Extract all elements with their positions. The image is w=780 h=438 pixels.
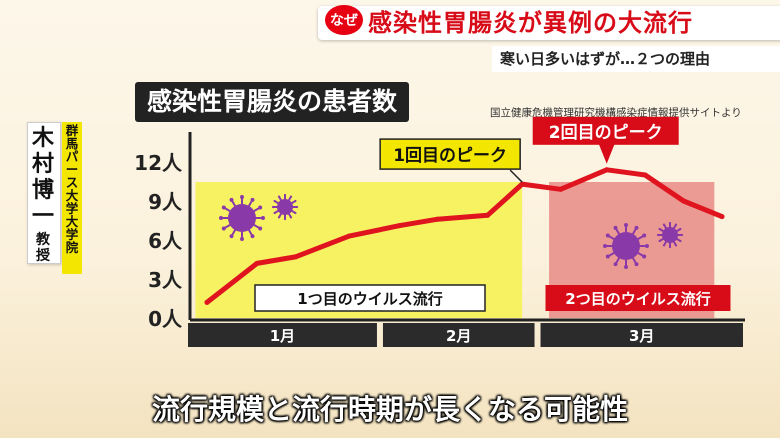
annotation-pointer [598, 143, 615, 164]
subheadline-text: 寒い日多いはずが…２つの理由 [500, 50, 711, 68]
series-point [681, 198, 687, 204]
virus-icon [271, 193, 299, 221]
y-tick-label: 9人 [148, 190, 183, 214]
month-label: 2月 [446, 327, 471, 345]
speaker-affiliation: 群馬パース大学大学院 [65, 123, 79, 255]
annotation-box [532, 116, 679, 145]
series-point [292, 254, 298, 260]
series-point [519, 181, 525, 187]
subheadline-bar [492, 46, 780, 72]
name-plate [27, 122, 61, 264]
month-label: 3月 [629, 327, 654, 345]
month-label: 1月 [270, 327, 295, 345]
series-point [435, 216, 441, 222]
series-point [642, 172, 648, 178]
chart-title: 感染性胃腸炎の患者数 [135, 82, 410, 122]
region-label-box [545, 285, 731, 311]
virus-icon [656, 221, 684, 249]
annotation-label: 1回目のピーク [393, 146, 507, 166]
affiliation-plate [62, 122, 82, 274]
series-point [204, 299, 210, 305]
naze-badge: なぜ [325, 5, 363, 35]
region-label-box [254, 284, 486, 312]
region-label: 2つ目のウイルス流行 [565, 290, 710, 308]
speaker-role: 教授 [36, 232, 50, 264]
month-bar [540, 323, 743, 347]
chart-source: 国立健康危機管理研究機構感染症情報提供サイトより [490, 107, 742, 119]
y-tick-label: 6人 [148, 229, 183, 253]
annotation-box [379, 138, 521, 170]
annotation-label: 2回目のピーク [549, 123, 663, 143]
y-tick-label: 12人 [134, 151, 183, 175]
y-tick-label: 0人 [148, 307, 183, 331]
month-bar [382, 323, 535, 347]
bottom-caption: 流行規模と流行時期が長くなる可能性 [151, 393, 628, 426]
series-point [346, 233, 352, 239]
month-bar [188, 323, 377, 347]
virus-icon [219, 195, 265, 241]
annotation-pointer [509, 169, 523, 183]
series-point [719, 214, 725, 220]
region-label: 1つ目のウイルス流行 [297, 290, 442, 308]
series-point [396, 223, 402, 229]
series-point [558, 186, 564, 192]
virus-icon [603, 223, 649, 269]
headline-bar [318, 6, 780, 40]
series-point [604, 167, 610, 173]
y-tick-label: 3人 [148, 268, 183, 292]
speaker-name: 木村博一教授 [29, 126, 57, 264]
headline-text: 感染性胃腸炎が異例の大流行 [368, 9, 693, 37]
series-point [254, 260, 260, 266]
series-point [485, 212, 491, 218]
